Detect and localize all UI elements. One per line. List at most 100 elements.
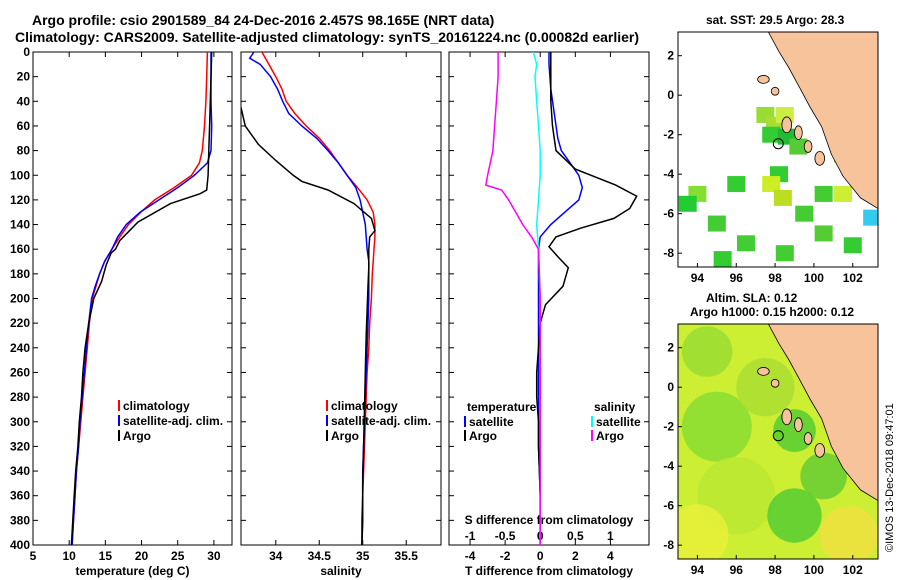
title-line-2: Climatology: CARS2009. Satellite-adjuste… [15,29,639,45]
sst-cell [789,138,808,155]
x-tick-label: 5 [30,549,37,563]
x-tick-label: 35 [356,549,370,563]
sst-y-tick-label: -2 [663,128,674,142]
legend-label: Argo [123,429,151,443]
sst-y-tick-label: 0 [667,88,674,102]
legend-salinity-title: salinity [594,400,636,414]
x-tick-label-2: 1 [607,529,614,543]
salinity-panel: 34 34.5 35 35.5 salinity climatologysatellite… [240,51,442,578]
sst-cell [814,225,833,242]
island [794,125,803,141]
legend-label: Argo [469,429,497,443]
x-tick-label: -2 [500,549,511,563]
depth-tick-label: 40 [17,94,31,108]
sst-cell [707,215,726,232]
depth-tick-label: 300 [10,415,30,429]
difference-panel: -4 -2 0 2 4T difference from climatology S di… [448,51,650,578]
legend-label: satellite [469,415,514,429]
depth-tick-label: 180 [10,267,30,281]
depth-tick-label: 280 [10,390,30,404]
sla-y-tick-label: -4 [663,459,674,473]
salinity-panel-frame [240,51,442,546]
sst-x-tick-label: 100 [804,271,824,285]
sst-cell [762,126,781,143]
x-tick-label: 35.5 [395,549,419,563]
sst-cell [834,185,853,202]
x-tick-label: -4 [465,549,476,563]
depth-tick-label: 320 [10,439,30,453]
x-tick-label: 34 [269,549,283,563]
sumatra-land [767,32,878,210]
island [770,378,780,388]
sla-y-tick-label: 2 [667,341,674,355]
sla-field-patch [767,488,822,543]
sst-content [678,32,878,267]
series-line-t-argo [535,52,638,545]
depth-tick-label: 400 [10,538,30,552]
island [770,86,780,96]
sst-cell [795,205,814,222]
x-tick-label: 10 [63,549,77,563]
map1-title: sat. SST: 29.5 Argo: 28.3 [706,13,845,27]
island [781,408,792,426]
sst-y-tick-label: -6 [663,207,674,221]
x-tick-label: 4 [607,549,614,563]
sst-cell [773,189,792,206]
map2-title-line-1: Altim. SLA: 0.12 [706,291,798,305]
legend-label: satellite [596,415,641,429]
x-tick-label: 15 [99,549,113,563]
sla-y-tick-label: 0 [667,380,674,394]
title-line-1: Argo profile: csio 2901589_84 24-Dec-201… [32,12,494,28]
depth-tick-label: 120 [10,193,30,207]
difference-panel-frame [448,51,650,546]
sst-cell [678,195,697,212]
series-line-s-argo [484,52,541,545]
depth-tick-label: 220 [10,316,30,330]
sla-x-tick-label: 102 [843,563,863,577]
sla-map: 94 96 98 100 102 2 0 -2 -4 -6 -8 [663,323,879,577]
x-axis-label: salinity [320,564,362,578]
x-axis-label: T difference from climatology [465,564,633,578]
legend-label: Argo [331,429,359,443]
sst-x-tick-label: 94 [691,271,705,285]
depth-tick-label: 260 [10,365,30,379]
sst-cell [775,245,794,262]
sst-frame [677,31,879,268]
sst-cell [863,209,878,226]
island [803,140,813,153]
argo-float-marker [772,430,784,442]
sst-x-tick-label: 96 [730,271,744,285]
depth-tick-label: 0 [23,45,30,59]
x-tick-label: 30 [207,549,221,563]
depth-tick-label: 60 [17,119,31,133]
sst-y-tick-label: -8 [663,246,674,260]
sla-x-tick-label: 96 [730,563,744,577]
x-tick-label-2: -1 [465,529,476,543]
sst-y-tick-label: -4 [663,167,674,181]
depth-tick-label: 80 [17,144,31,158]
x-tick-label: 2 [572,549,579,563]
x-tick-label: 0 [537,549,544,563]
x-axis-label: temperature (deg C) [75,564,189,578]
legend-label: satellite-adj. clim. [123,414,223,428]
sla-x-tick-label: 98 [768,563,782,577]
sst-cell [713,251,732,267]
x-tick-label: 20 [135,549,149,563]
argo-float-marker [772,138,784,150]
sla-field-patch [681,391,752,462]
sla-field-patch [736,358,795,417]
series-line-argo [241,107,376,545]
depth-tick-label: 360 [10,489,30,503]
x-tick-label-2: -0.5 [495,529,516,543]
island [757,75,770,84]
map-panels: 94 96 98 100 102 2 0 -2 -4 -6 -8 94 96 98 100 102 2 0 -2 -4… [663,31,879,577]
legend-label: climatology [123,399,190,413]
sla-field-patch [819,506,878,559]
depth-tick-label: 140 [10,218,30,232]
sla-y-tick-label: -8 [663,538,674,552]
depth-tick-label: 380 [10,513,30,527]
sst-map: 94 96 98 100 102 2 0 -2 -4 -6 -8 [663,31,879,285]
profile-panels: 0204060801001201401601802002202402602803… [10,45,650,578]
x-tick-label: 34.5 [308,549,332,563]
legend-label: Argo [596,429,624,443]
